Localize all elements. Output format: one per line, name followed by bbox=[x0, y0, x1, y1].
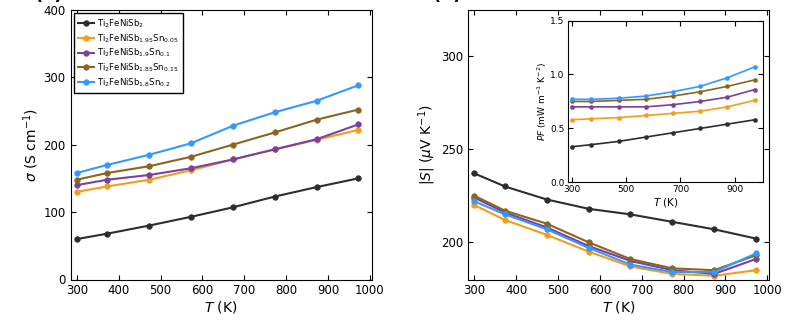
X-axis label: $T$ (K): $T$ (K) bbox=[204, 299, 238, 315]
Ti$_2$FeNiSb$_{1.95}$Sn$_{0.05}$ bbox=[270, 148, 279, 151]
Ti$_2$FeNiSb$_{1.95}$Sn$_{0.05}$ bbox=[186, 168, 195, 172]
Y-axis label: $\sigma$ (S cm$^{-1}$): $\sigma$ (S cm$^{-1}$) bbox=[21, 108, 41, 182]
Line: Ti$_2$FeNiSb$_{1.95}$Sn$_{0.05}$: Ti$_2$FeNiSb$_{1.95}$Sn$_{0.05}$ bbox=[74, 127, 361, 195]
Ti$_2$FeNiSb$_2$ bbox=[103, 232, 112, 236]
Line: Ti$_2$FeNiSb$_2$: Ti$_2$FeNiSb$_2$ bbox=[74, 176, 361, 242]
Ti$_2$FeNiSb$_{1.9}$Sn$_{0.1}$ bbox=[72, 183, 82, 187]
Ti$_2$FeNiSb$_{1.95}$Sn$_{0.05}$ bbox=[228, 158, 238, 162]
Ti$_2$FeNiSb$_2$ bbox=[228, 205, 238, 209]
Ti$_2$FeNiSb$_2$ bbox=[354, 176, 363, 180]
Ti$_2$FeNiSb$_{1.8}$Sn$_{0.2}$ bbox=[228, 124, 238, 128]
Ti$_2$FeNiSb$_{1.85}$Sn$_{0.15}$ bbox=[270, 131, 279, 135]
Ti$_2$FeNiSb$_{1.8}$Sn$_{0.2}$ bbox=[72, 171, 82, 175]
Ti$_2$FeNiSb$_{1.9}$Sn$_{0.1}$ bbox=[270, 148, 279, 151]
Ti$_2$FeNiSb$_{1.9}$Sn$_{0.1}$ bbox=[186, 166, 195, 170]
Ti$_2$FeNiSb$_{1.9}$Sn$_{0.1}$ bbox=[312, 137, 321, 141]
Ti$_2$FeNiSb$_{1.8}$Sn$_{0.2}$ bbox=[186, 141, 195, 145]
Ti$_2$FeNiSb$_{1.9}$Sn$_{0.1}$ bbox=[228, 158, 238, 162]
Ti$_2$FeNiSb$_{1.85}$Sn$_{0.15}$ bbox=[72, 178, 82, 182]
Line: Ti$_2$FeNiSb$_{1.8}$Sn$_{0.2}$: Ti$_2$FeNiSb$_{1.8}$Sn$_{0.2}$ bbox=[74, 83, 361, 176]
Ti$_2$FeNiSb$_{1.95}$Sn$_{0.05}$ bbox=[103, 185, 112, 188]
Y-axis label: |$S$| ($\mu$V K$^{-1}$): |$S$| ($\mu$V K$^{-1}$) bbox=[417, 104, 438, 185]
Ti$_2$FeNiSb$_{1.85}$Sn$_{0.15}$ bbox=[228, 143, 238, 147]
Ti$_2$FeNiSb$_{1.8}$Sn$_{0.2}$ bbox=[270, 110, 279, 114]
Ti$_2$FeNiSb$_2$ bbox=[186, 215, 195, 219]
Ti$_2$FeNiSb$_{1.85}$Sn$_{0.15}$ bbox=[144, 164, 154, 168]
Ti$_2$FeNiSb$_{1.8}$Sn$_{0.2}$ bbox=[103, 163, 112, 167]
Ti$_2$FeNiSb$_2$ bbox=[144, 224, 154, 228]
Line: Ti$_2$FeNiSb$_{1.9}$Sn$_{0.1}$: Ti$_2$FeNiSb$_{1.9}$Sn$_{0.1}$ bbox=[74, 122, 361, 188]
Ti$_2$FeNiSb$_{1.95}$Sn$_{0.05}$ bbox=[312, 138, 321, 142]
Ti$_2$FeNiSb$_{1.9}$Sn$_{0.1}$ bbox=[354, 123, 363, 126]
Text: (b): (b) bbox=[432, 0, 462, 4]
Ti$_2$FeNiSb$_2$ bbox=[72, 237, 82, 241]
Ti$_2$FeNiSb$_{1.95}$Sn$_{0.05}$ bbox=[144, 178, 154, 182]
Ti$_2$FeNiSb$_{1.85}$Sn$_{0.15}$ bbox=[354, 108, 363, 111]
Ti$_2$FeNiSb$_{1.9}$Sn$_{0.1}$ bbox=[103, 178, 112, 182]
Ti$_2$FeNiSb$_{1.95}$Sn$_{0.05}$ bbox=[72, 190, 82, 194]
Ti$_2$FeNiSb$_2$ bbox=[270, 195, 279, 199]
Ti$_2$FeNiSb$_{1.85}$Sn$_{0.15}$ bbox=[312, 118, 321, 122]
Text: (a): (a) bbox=[35, 0, 63, 4]
Ti$_2$FeNiSb$_{1.8}$Sn$_{0.2}$ bbox=[144, 153, 154, 157]
Line: Ti$_2$FeNiSb$_{1.85}$Sn$_{0.15}$: Ti$_2$FeNiSb$_{1.85}$Sn$_{0.15}$ bbox=[74, 107, 361, 182]
Legend: Ti$_2$FeNiSb$_2$, Ti$_2$FeNiSb$_{1.95}$Sn$_{0.05}$, Ti$_2$FeNiSb$_{1.9}$Sn$_{0.1: Ti$_2$FeNiSb$_2$, Ti$_2$FeNiSb$_{1.95}$S… bbox=[74, 13, 183, 93]
Ti$_2$FeNiSb$_{1.8}$Sn$_{0.2}$ bbox=[354, 83, 363, 87]
Ti$_2$FeNiSb$_{1.85}$Sn$_{0.15}$ bbox=[186, 155, 195, 159]
X-axis label: $T$ (K): $T$ (K) bbox=[602, 299, 636, 315]
Ti$_2$FeNiSb$_{1.85}$Sn$_{0.15}$ bbox=[103, 171, 112, 175]
Ti$_2$FeNiSb$_2$ bbox=[312, 185, 321, 189]
Ti$_2$FeNiSb$_{1.9}$Sn$_{0.1}$ bbox=[144, 173, 154, 177]
Ti$_2$FeNiSb$_{1.95}$Sn$_{0.05}$ bbox=[354, 128, 363, 132]
Ti$_2$FeNiSb$_{1.8}$Sn$_{0.2}$ bbox=[312, 99, 321, 103]
